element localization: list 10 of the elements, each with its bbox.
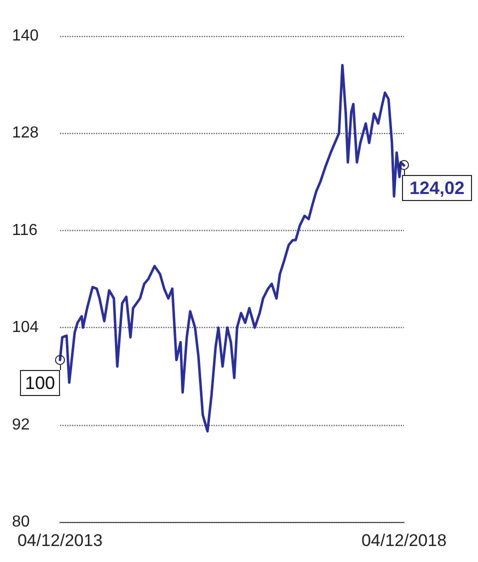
y-tick-label: 92 xyxy=(12,416,30,434)
y-tick-label: 80 xyxy=(12,514,30,530)
y-tick-label: 128 xyxy=(12,124,39,142)
x-tick-label: 04/12/2013 xyxy=(17,531,103,550)
annotation: 100 xyxy=(20,370,60,396)
y-tick-label: 104 xyxy=(12,319,39,336)
annotation: 124,02 xyxy=(402,175,472,202)
y-tick-label: 140 xyxy=(12,28,39,44)
y-tick-label: 116 xyxy=(12,222,38,239)
x-tick-label: 04/12/2018 xyxy=(361,531,447,550)
